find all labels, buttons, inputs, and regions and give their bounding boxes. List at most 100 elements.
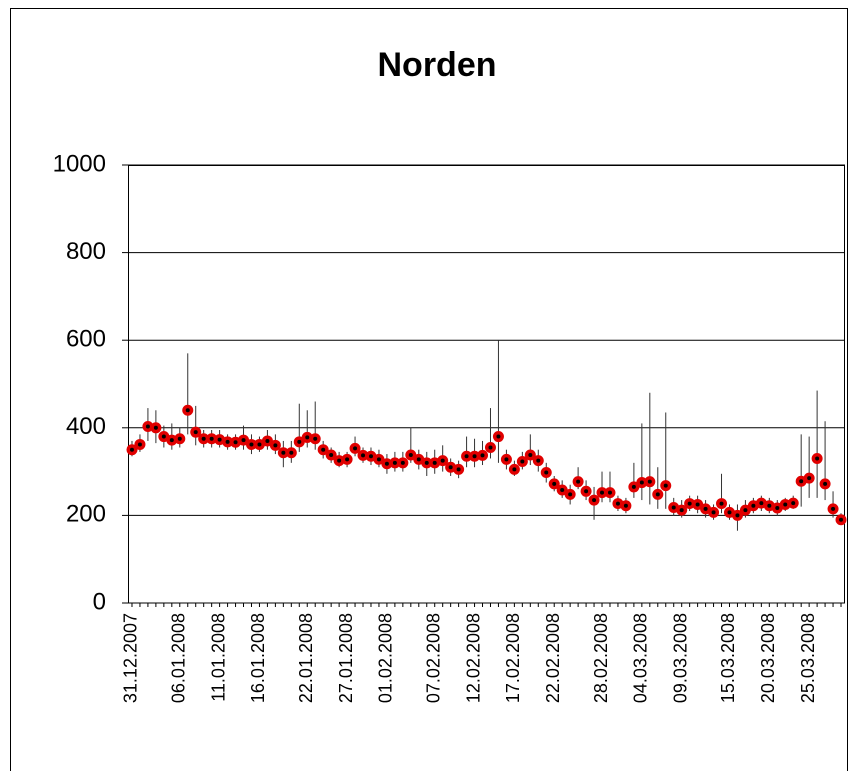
point-center (807, 476, 812, 481)
point-center (735, 513, 740, 518)
point-center (584, 489, 589, 494)
x-tick-label: 22.02.2008 (543, 613, 563, 703)
point-center (289, 450, 294, 455)
point-center (137, 442, 142, 447)
point-center (767, 503, 772, 508)
point-center (464, 454, 469, 459)
point-center (727, 510, 732, 515)
y-tick-label: 800 (66, 238, 106, 265)
point-center (823, 481, 828, 486)
point-center (257, 442, 262, 447)
point-center (663, 483, 668, 488)
point-center (671, 505, 676, 510)
x-tick-label: 16.01.2008 (248, 613, 268, 703)
point-center (185, 408, 190, 413)
x-tick-label: 28.02.2008 (591, 613, 611, 703)
x-tick-label: 04.03.2008 (631, 613, 651, 703)
y-tick-label: 1000 (53, 150, 106, 177)
y-tick-label: 200 (66, 501, 106, 528)
x-tick-label: 17.02.2008 (503, 613, 523, 703)
point-center (177, 436, 182, 441)
point-center (265, 438, 270, 443)
point-center (305, 435, 310, 440)
point-center (799, 479, 804, 484)
point-center (329, 452, 334, 457)
point-center (687, 501, 692, 506)
point-center (791, 501, 796, 506)
point-center (759, 501, 764, 506)
point-center (129, 447, 134, 452)
point-center (639, 480, 644, 485)
x-tick-label: 22.01.2008 (296, 613, 316, 703)
y-tick-label: 600 (66, 326, 106, 353)
point-center (392, 460, 397, 465)
x-tick-label: 25.03.2008 (798, 613, 818, 703)
point-center (408, 452, 413, 457)
point-center (472, 454, 477, 459)
point-center (711, 510, 716, 515)
point-center (153, 425, 158, 430)
point-center (695, 502, 700, 507)
point-center (456, 467, 461, 472)
x-tick-label: 27.01.2008 (336, 613, 356, 703)
chart-title: Norden (378, 46, 497, 84)
point-center (225, 439, 230, 444)
point-center (201, 436, 206, 441)
point-center (719, 501, 724, 506)
point-center (424, 460, 429, 465)
x-tick-label: 01.02.2008 (376, 613, 396, 703)
point-center (361, 453, 366, 458)
point-center (432, 460, 437, 465)
point-center (528, 452, 533, 457)
point-center (576, 479, 581, 484)
point-center (273, 443, 278, 448)
point-center (281, 450, 286, 455)
point-center (552, 481, 557, 486)
point-center (496, 434, 501, 439)
point-center (233, 440, 238, 445)
point-center (416, 457, 421, 462)
point-center (623, 503, 628, 508)
point-center (512, 467, 517, 472)
x-tick-label: 31.12.2007 (121, 613, 141, 703)
point-center (743, 508, 748, 513)
y-tick-label: 400 (66, 413, 106, 440)
point-center (536, 458, 541, 463)
point-center (440, 458, 445, 463)
point-center (607, 490, 612, 495)
point-center (600, 490, 605, 495)
point-center (376, 457, 381, 462)
y-tick-label: 0 (93, 588, 106, 615)
point-center (815, 456, 820, 461)
point-center (504, 457, 509, 462)
point-center (480, 453, 485, 458)
point-center (560, 487, 565, 492)
point-center (655, 492, 660, 497)
point-center (384, 461, 389, 466)
point-center (321, 447, 326, 452)
point-center (839, 517, 844, 522)
point-center (345, 457, 350, 462)
point-center (209, 436, 214, 441)
point-center (249, 442, 254, 447)
point-center (647, 479, 652, 484)
point-center (353, 446, 358, 451)
x-tick-label: 09.03.2008 (670, 613, 690, 703)
point-center (313, 436, 318, 441)
point-center (193, 430, 198, 435)
x-tick-label: 15.03.2008 (718, 613, 738, 703)
x-tick-label: 07.02.2008 (423, 613, 443, 703)
point-center (679, 508, 684, 513)
point-center (751, 503, 756, 508)
point-center (488, 445, 493, 450)
plot-frame (128, 165, 845, 604)
x-tick-label: 12.02.2008 (463, 613, 483, 703)
point-center (631, 484, 636, 489)
point-center (448, 465, 453, 470)
point-center (217, 437, 222, 442)
point-center (592, 498, 597, 503)
point-center (775, 505, 780, 510)
x-tick-label: 20.03.2008 (758, 613, 778, 703)
point-center (783, 502, 788, 507)
